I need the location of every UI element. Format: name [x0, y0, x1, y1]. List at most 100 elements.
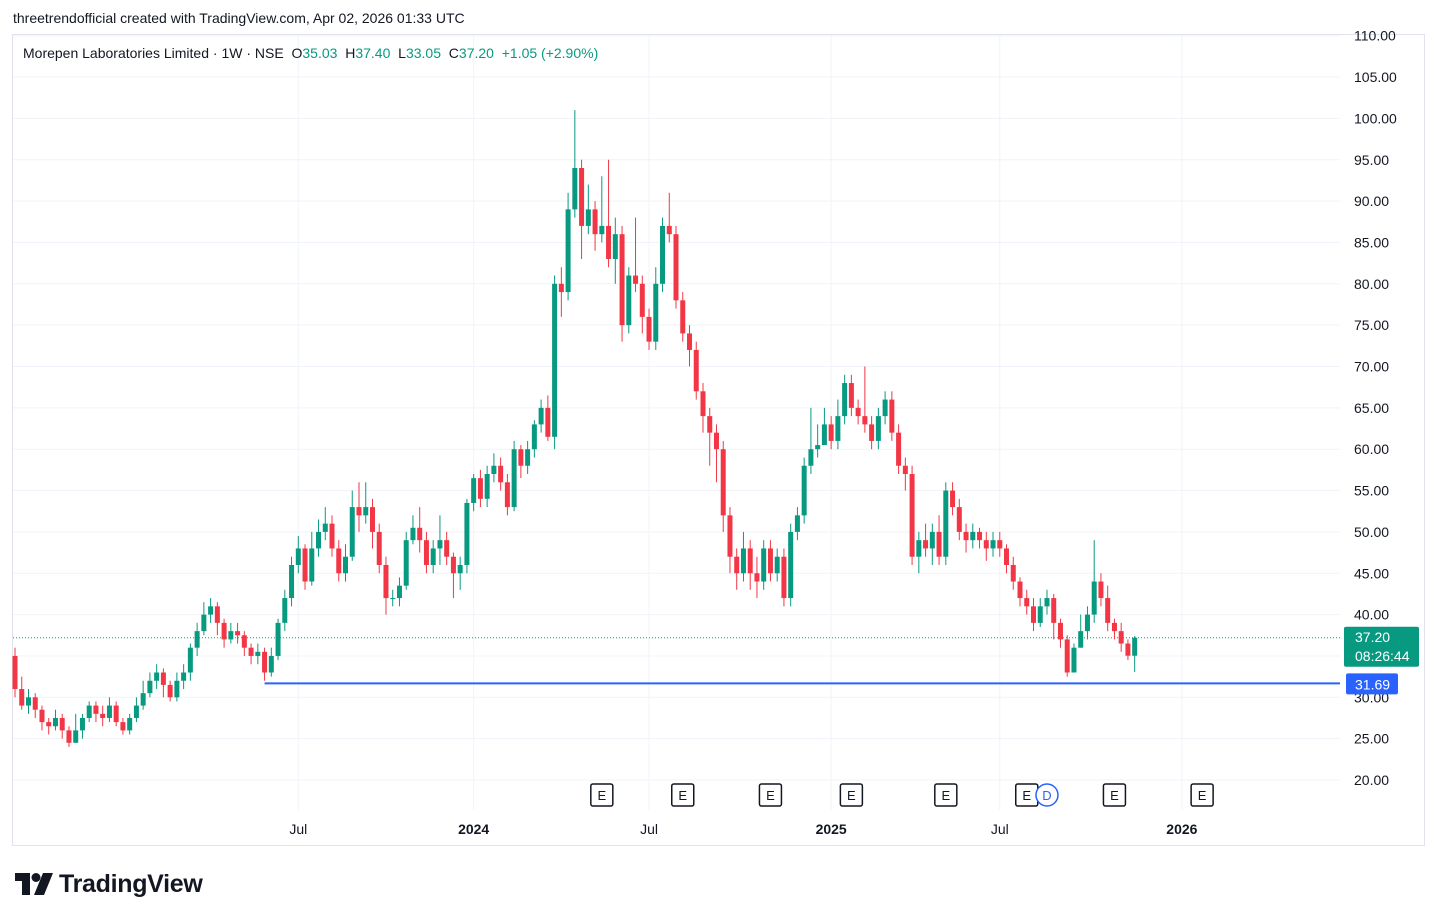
candle[interactable]	[228, 622, 234, 644]
candle[interactable]	[336, 540, 342, 582]
candle[interactable]	[869, 416, 875, 450]
candle[interactable]	[997, 531, 1003, 557]
candle[interactable]	[896, 424, 902, 475]
chart-frame[interactable]	[12, 34, 1425, 846]
candle[interactable]	[538, 399, 544, 433]
candle[interactable]	[1030, 598, 1036, 632]
candle[interactable]	[923, 523, 929, 557]
candle[interactable]	[1004, 544, 1010, 574]
candle[interactable]	[113, 701, 119, 727]
candle[interactable]	[1105, 585, 1111, 632]
candle[interactable]	[687, 325, 692, 367]
candle[interactable]	[12, 647, 18, 698]
earnings-marker[interactable]: E	[1102, 783, 1127, 807]
candle[interactable]	[1098, 573, 1104, 607]
candle[interactable]	[599, 176, 605, 243]
candle[interactable]	[484, 465, 490, 508]
candle[interactable]	[1078, 614, 1084, 648]
candle[interactable]	[86, 701, 92, 723]
candle[interactable]	[160, 668, 166, 698]
candle[interactable]	[848, 374, 854, 417]
candle[interactable]	[181, 664, 187, 690]
candle[interactable]	[396, 577, 402, 607]
candle[interactable]	[1132, 636, 1138, 673]
candle[interactable]	[369, 498, 375, 549]
candle[interactable]	[59, 713, 65, 739]
candle[interactable]	[855, 399, 861, 425]
candle[interactable]	[174, 672, 180, 702]
candle[interactable]	[147, 672, 153, 698]
earnings-marker[interactable]: E	[934, 783, 958, 807]
candle[interactable]	[201, 602, 207, 636]
earnings-marker[interactable]: E	[758, 783, 783, 807]
candle[interactable]	[565, 192, 571, 301]
candle[interactable]	[558, 267, 564, 317]
candle[interactable]	[444, 531, 450, 565]
candle[interactable]	[248, 643, 254, 665]
candle[interactable]	[127, 713, 133, 735]
candle[interactable]	[592, 201, 598, 251]
candle[interactable]	[774, 548, 780, 582]
candle[interactable]	[457, 556, 463, 590]
candle[interactable]	[761, 540, 767, 590]
candle[interactable]	[666, 192, 672, 243]
candle[interactable]	[633, 217, 639, 293]
candle[interactable]	[619, 225, 625, 342]
candle[interactable]	[875, 407, 881, 450]
candle[interactable]	[477, 469, 483, 508]
candle[interactable]	[1051, 593, 1057, 640]
candle[interactable]	[241, 631, 247, 656]
candle[interactable]	[842, 374, 848, 425]
candle[interactable]	[531, 420, 537, 458]
candle[interactable]	[93, 701, 99, 723]
candle[interactable]	[275, 618, 281, 661]
candle[interactable]	[626, 267, 632, 334]
candle[interactable]	[390, 589, 396, 607]
candle[interactable]	[322, 507, 328, 541]
candle[interactable]	[660, 217, 666, 293]
candle[interactable]	[194, 622, 200, 656]
earnings-marker[interactable]: E	[839, 783, 864, 807]
candle[interactable]	[767, 540, 773, 582]
candle[interactable]	[653, 267, 659, 350]
candle[interactable]	[585, 184, 591, 235]
candle[interactable]	[417, 507, 423, 553]
candle[interactable]	[828, 416, 834, 450]
candle[interactable]	[262, 647, 268, 681]
candle[interactable]	[552, 275, 558, 450]
candle[interactable]	[1037, 598, 1043, 628]
candle[interactable]	[295, 536, 301, 574]
candle[interactable]	[282, 589, 288, 632]
candle[interactable]	[79, 713, 85, 739]
time-axis[interactable]: Jul 2024 Jul 2025 Jul 2026	[289, 821, 1197, 837]
candle[interactable]	[929, 523, 935, 565]
candle[interactable]	[255, 643, 261, 665]
candle[interactable]	[1064, 635, 1070, 677]
candle[interactable]	[52, 709, 58, 731]
candle[interactable]	[727, 507, 733, 574]
candle[interactable]	[882, 391, 888, 425]
candle[interactable]	[1057, 618, 1063, 648]
candle[interactable]	[815, 424, 821, 458]
candle[interactable]	[403, 531, 409, 590]
candle[interactable]	[707, 407, 713, 466]
candle[interactable]	[363, 482, 369, 524]
candle[interactable]	[916, 531, 922, 574]
candle[interactable]	[970, 523, 976, 549]
candle[interactable]	[936, 515, 942, 565]
candle[interactable]	[1044, 589, 1050, 615]
candle[interactable]	[39, 705, 45, 731]
candle[interactable]	[902, 457, 908, 491]
candle[interactable]	[498, 457, 504, 491]
candle[interactable]	[781, 548, 787, 607]
earnings-marker[interactable]: E	[590, 783, 614, 807]
candle[interactable]	[309, 531, 315, 586]
candle[interactable]	[316, 519, 322, 557]
candle[interactable]	[356, 482, 362, 532]
candle[interactable]	[862, 366, 868, 433]
candle[interactable]	[747, 540, 753, 590]
candle[interactable]	[383, 556, 389, 615]
tradingview-logo[interactable]: TradingView	[15, 868, 203, 900]
candle[interactable]	[693, 341, 699, 400]
